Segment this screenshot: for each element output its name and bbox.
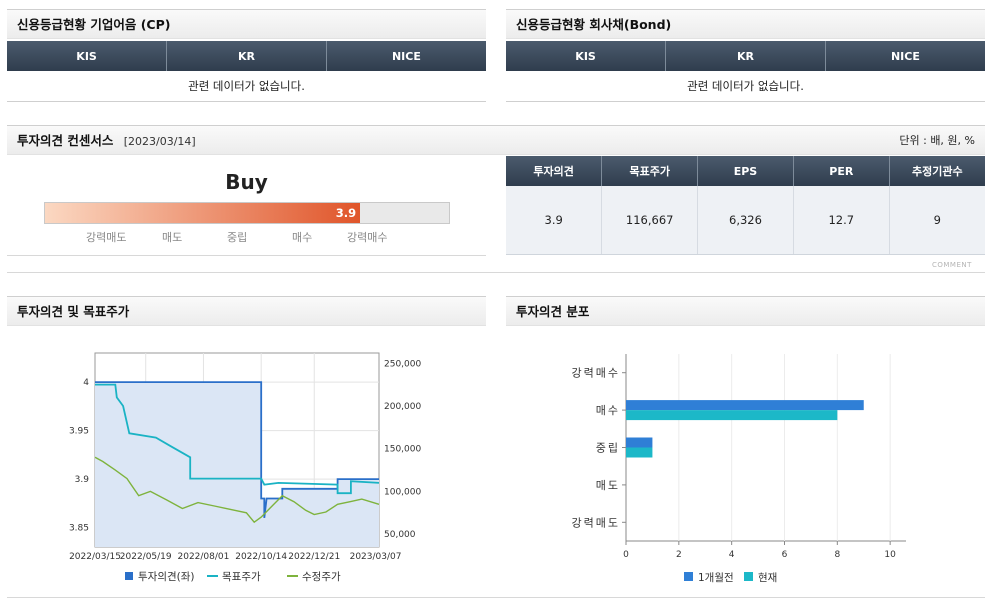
- consensus-title-text: 투자의견 컨센서스: [17, 133, 114, 148]
- x-tick-label: 2023/03/07: [350, 552, 402, 562]
- cons-value-per: 12.7: [793, 186, 890, 255]
- cp-panel-title: 신용등급현황 기업어음 (CP): [7, 9, 486, 39]
- y-right-tick-label: 100,000: [384, 487, 421, 497]
- scale-sell: 매도: [162, 231, 183, 244]
- x-tick-label: 2022/08/01: [178, 552, 230, 562]
- opinion-chart-title-text: 투자의견 및 목표주가: [17, 304, 130, 319]
- bar-매수-2: [626, 410, 838, 421]
- distribution-title-text: 투자의견 분포: [516, 304, 590, 319]
- cons-header-eps: EPS: [697, 156, 794, 186]
- rating-gauge-score: 3.9: [335, 206, 357, 220]
- legend-label: 목표주가: [222, 571, 261, 583]
- y-left-tick-label: 3.95: [69, 427, 89, 437]
- bond-header-kr: KR: [665, 41, 826, 71]
- y-right-tick-label: 200,000: [384, 402, 421, 412]
- bond-title-text: 신용등급현황 회사채(Bond): [516, 17, 672, 32]
- bond-panel-title: 신용등급현황 회사채(Bond): [506, 9, 985, 39]
- x-tick-label: 0: [623, 550, 629, 560]
- legend-swatch: [684, 572, 693, 581]
- category-label: 매수: [596, 404, 620, 417]
- category-label: 강력매도: [572, 516, 620, 529]
- cons-header-opinion: 투자의견: [506, 156, 603, 186]
- x-tick-label: 2: [676, 550, 682, 560]
- y-left-tick-label: 3.85: [69, 524, 89, 534]
- x-tick-label: 2022/05/19: [120, 552, 172, 562]
- cp-header-nice: NICE: [326, 41, 486, 71]
- cons-value-eps: 6,326: [697, 186, 794, 255]
- consensus-unit: 단위 : 배, 원, %: [899, 134, 975, 147]
- legend-swatch: [125, 572, 133, 580]
- cp-title-text: 신용등급현황 기업어음 (CP): [17, 17, 171, 32]
- opinion-area-fill: [95, 382, 379, 547]
- x-tick-label: 2022/10/14: [235, 552, 287, 562]
- opinion-chart-panel-title: 투자의견 및 목표주가: [7, 296, 486, 326]
- category-label: 강력매수: [572, 367, 620, 380]
- bottom-divider: [7, 597, 985, 598]
- x-tick-label: 4: [729, 550, 735, 560]
- comment-link[interactable]: COMMENT: [932, 261, 972, 269]
- distribution-panel-title: 투자의견 분포: [506, 296, 985, 326]
- scale-strong-buy: 강력매수: [347, 231, 388, 244]
- cons-header-per: PER: [793, 156, 890, 186]
- consensus-bottom-divider: [7, 272, 985, 273]
- y-right-tick-label: 250,000: [384, 359, 421, 369]
- cp-header-kr: KR: [166, 41, 327, 71]
- bond-rating-table: KIS KR NICE 관련 데이터가 없습니다.: [506, 41, 985, 102]
- rating-gauge: 3.9: [44, 202, 450, 224]
- category-label: 중립: [596, 442, 620, 455]
- x-tick-label: 8: [834, 550, 840, 560]
- x-tick-label: 2022/03/15: [69, 552, 121, 562]
- series-line-3: [94, 456, 380, 524]
- consensus-panel-title: 투자의견 컨센서스 [2023/03/14] 단위 : 배, 원, %: [7, 125, 985, 155]
- cp-rating-table: KIS KR NICE 관련 데이터가 없습니다.: [7, 41, 486, 102]
- cons-header-count: 추정기관수: [889, 156, 985, 186]
- bond-header-kis: KIS: [506, 41, 667, 71]
- cons-value-count: 9: [889, 186, 985, 255]
- scale-neutral: 중립: [227, 231, 248, 244]
- rating-gauge-fill: 3.9: [45, 203, 361, 223]
- cons-header-target: 목표주가: [601, 156, 699, 186]
- x-tick-label: 2022/12/21: [288, 552, 340, 562]
- x-tick-label: 6: [782, 550, 788, 560]
- y-right-tick-label: 150,000: [384, 445, 421, 455]
- y-left-tick-label: 3.9: [75, 475, 90, 485]
- category-label: 매도: [596, 479, 620, 492]
- rating-word: Buy: [225, 170, 268, 194]
- legend-label: 수정주가: [302, 571, 341, 583]
- cp-header-kis: KIS: [7, 41, 168, 71]
- consensus-date: [2023/03/14]: [123, 135, 196, 148]
- scale-buy: 매수: [292, 231, 313, 244]
- consensus-table: 투자의견 목표주가 EPS PER 추정기관수 3.9 116,667 6,32…: [506, 156, 985, 255]
- legend-label: 투자의견(좌): [138, 571, 195, 583]
- cons-value-opinion: 3.9: [506, 186, 603, 255]
- bar-매수-1: [626, 400, 864, 411]
- legend-label: 현재: [758, 572, 777, 584]
- scale-strong-sell: 강력매도: [86, 231, 127, 244]
- bond-no-data: 관련 데이터가 없습니다.: [506, 71, 985, 102]
- bar-중립-1: [626, 437, 653, 448]
- x-tick-label: 10: [884, 550, 896, 560]
- y-right-tick-label: 50,000: [384, 530, 416, 540]
- cons-value-target: 116,667: [601, 186, 699, 255]
- cp-no-data: 관련 데이터가 없습니다.: [7, 71, 486, 102]
- bond-header-nice: NICE: [825, 41, 985, 71]
- consensus-left-divider: [7, 255, 486, 256]
- series-line-2: [95, 383, 380, 495]
- legend-label: 1개월전: [698, 572, 734, 584]
- bar-중립-2: [626, 447, 653, 458]
- legend-swatch: [744, 572, 753, 581]
- y-left-tick-label: 4: [83, 378, 89, 388]
